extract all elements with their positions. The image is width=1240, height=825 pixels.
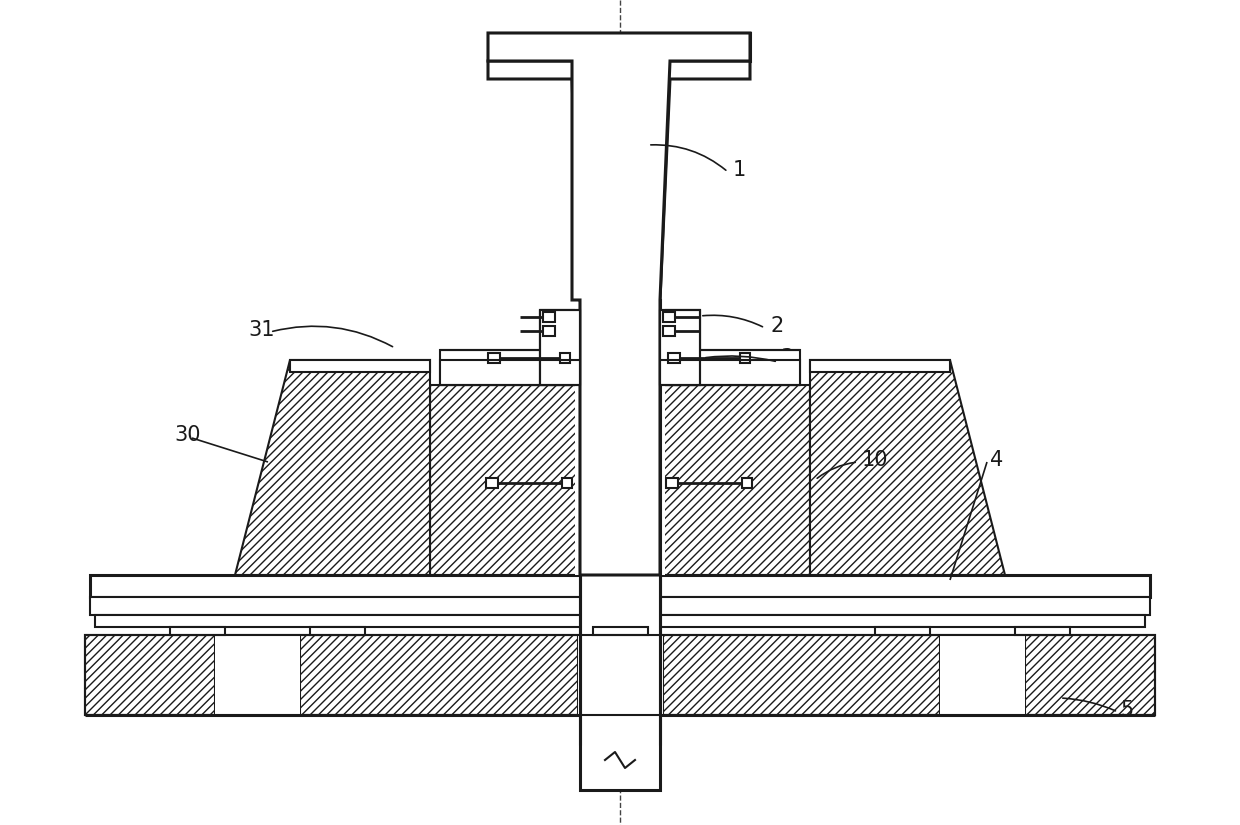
Bar (660, 310, 701, 385)
Bar (539, 310, 580, 385)
Text: 5: 5 (1120, 700, 1133, 720)
Bar (663, 312, 675, 322)
Text: 1: 1 (733, 160, 746, 180)
Bar (580, 300, 660, 790)
Bar (1016, 627, 1070, 635)
Bar (575, 33, 665, 575)
Bar (539, 310, 580, 385)
Bar (489, 33, 750, 61)
Bar (660, 385, 810, 575)
Polygon shape (810, 360, 1004, 575)
Bar (440, 360, 580, 385)
Bar (562, 478, 572, 488)
Bar (593, 627, 649, 635)
Bar (543, 326, 556, 336)
Bar (95, 615, 1145, 627)
Bar (543, 312, 556, 322)
Bar (578, 635, 663, 715)
Bar (486, 478, 498, 488)
Bar (663, 326, 675, 336)
Text: 2: 2 (770, 316, 784, 336)
Bar (940, 635, 1025, 715)
Bar (660, 360, 800, 385)
Bar (91, 597, 1149, 615)
Bar (91, 575, 1149, 597)
Bar (489, 353, 500, 363)
Text: 3: 3 (780, 348, 794, 368)
Bar (86, 635, 1154, 715)
Bar (430, 385, 580, 575)
Bar (740, 353, 750, 363)
Bar (215, 635, 300, 715)
Bar (742, 478, 751, 488)
Bar (875, 627, 930, 635)
Polygon shape (236, 360, 430, 575)
Bar (310, 627, 365, 635)
Bar (810, 360, 950, 372)
Bar (670, 350, 800, 385)
Bar (170, 627, 224, 635)
Text: 31: 31 (248, 320, 274, 340)
Bar (666, 478, 678, 488)
Bar (580, 575, 660, 715)
Bar (86, 635, 1154, 715)
Bar (440, 350, 570, 385)
Text: 30: 30 (174, 425, 201, 445)
Bar (560, 353, 570, 363)
Bar (660, 310, 701, 385)
Polygon shape (489, 33, 750, 575)
Polygon shape (489, 61, 750, 300)
Text: 4: 4 (990, 450, 1003, 470)
Text: 10: 10 (862, 450, 889, 470)
Bar (668, 353, 680, 363)
Bar (290, 360, 430, 372)
